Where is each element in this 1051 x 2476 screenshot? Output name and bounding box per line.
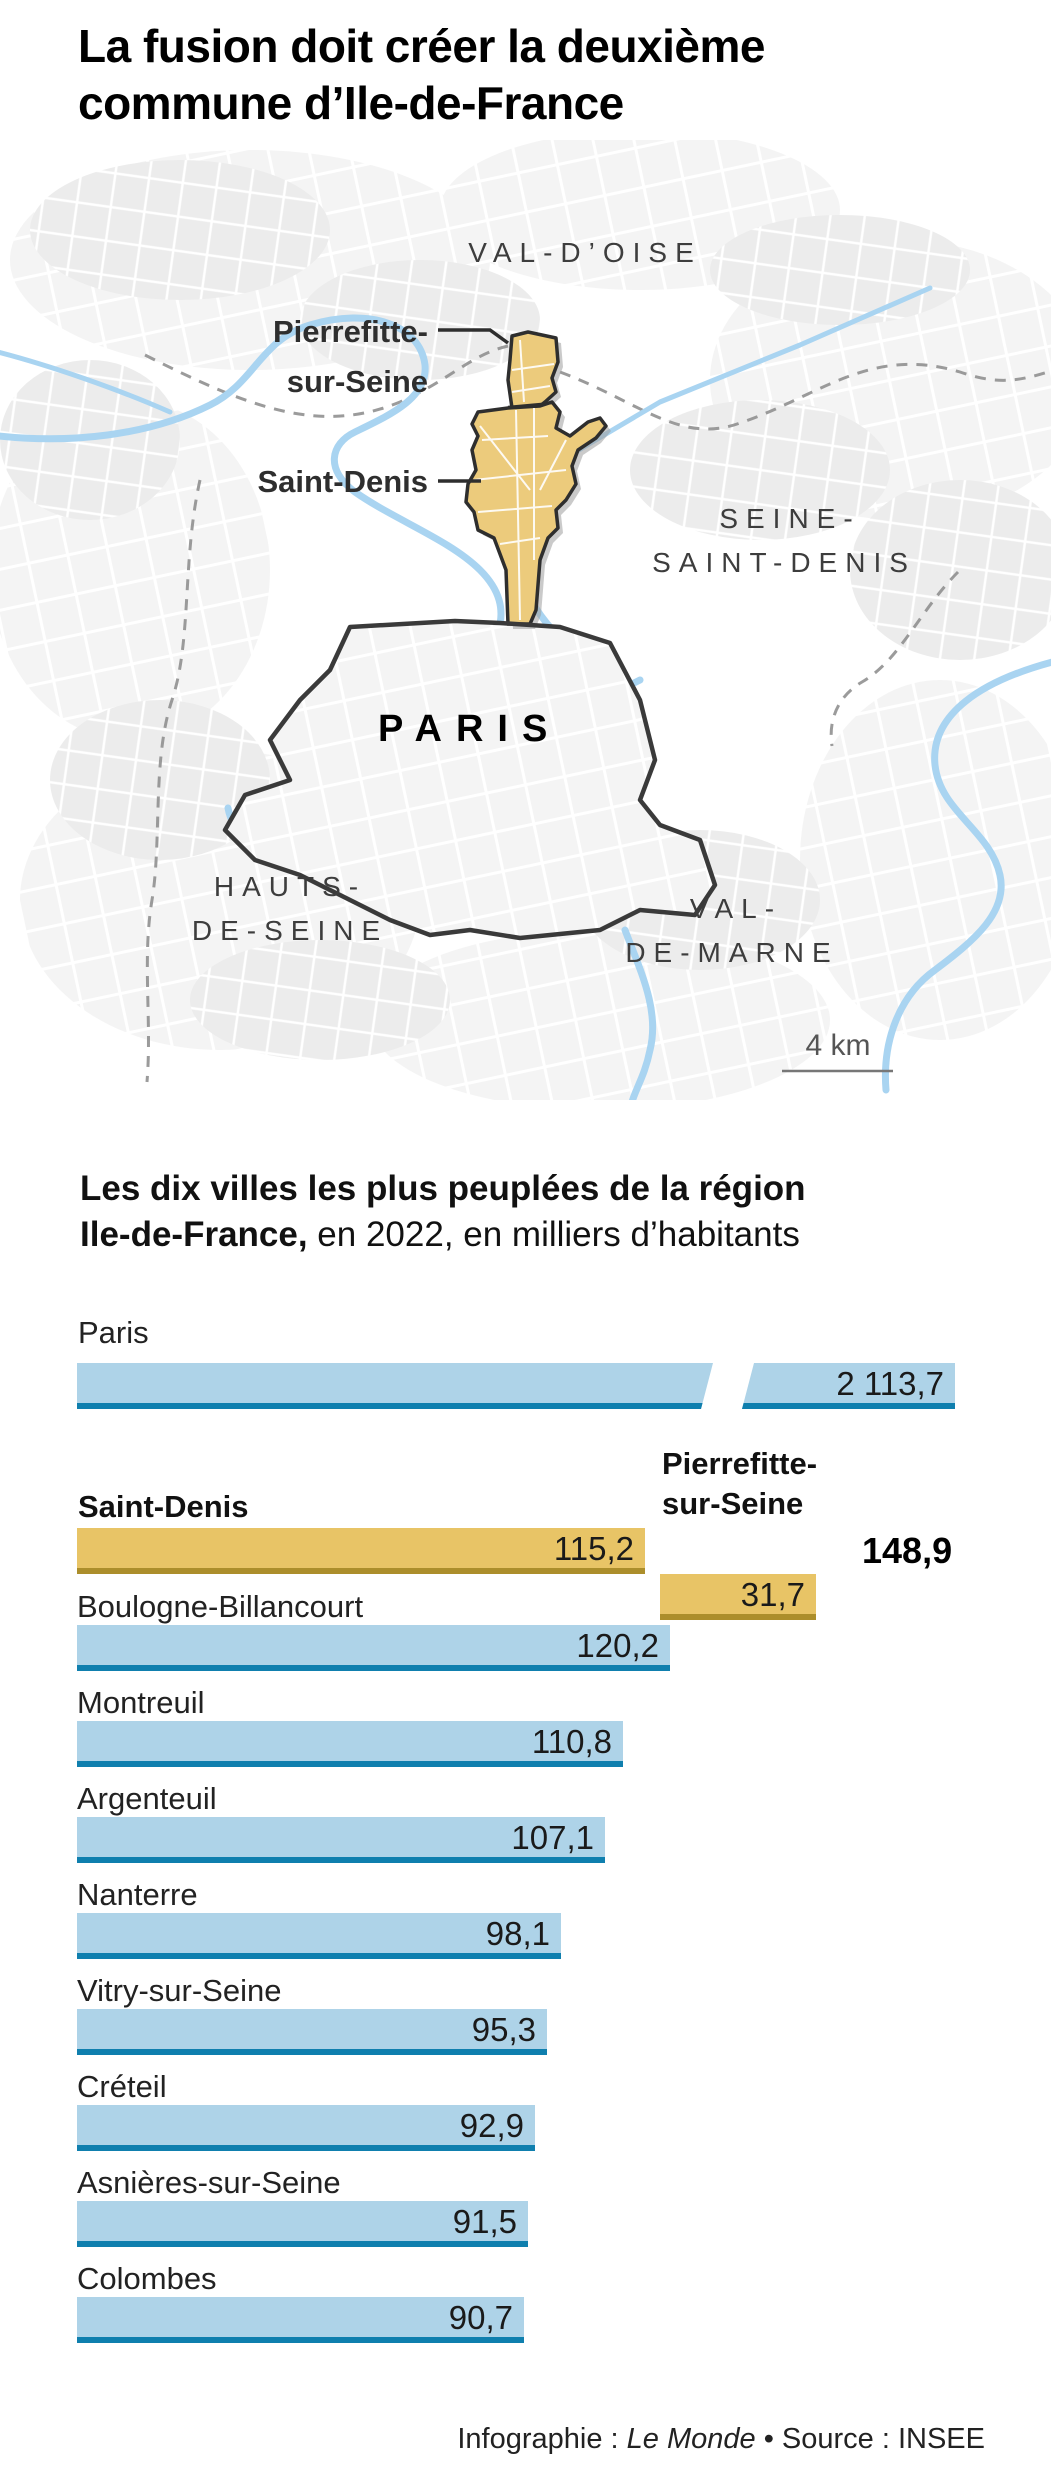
bar-saint-denis: 115,2 [77,1528,645,1574]
bar-row-value: 98,1 [485,1915,550,1952]
bar-row: Créteil 92,9 [77,2068,997,2151]
bar-row-value: 110,8 [531,1723,612,1760]
bar-row-value: 91,5 [452,2203,517,2240]
bar-row-bar: 95,3 [77,2009,547,2055]
paris-boundary [222,618,718,941]
label-seine-saint-denis-line2: SAINT-DENIS [652,547,916,578]
bar-paris-segment1 [77,1363,713,1409]
bar-value-pierrefitte: 31,7 [740,1576,805,1613]
bar-row: Nanterre 98,1 [77,1876,997,1959]
bar-paris: 2 113,7 [77,1363,955,1409]
bar-row-bar: 92,9 [77,2105,535,2151]
chart-title: Les dix villes les plus peuplées de la r… [80,1166,960,1258]
chart-title-bold-1: Les dix villes les plus peuplées de la r… [80,1169,806,1208]
label-saint-denis: Saint-Denis [257,464,428,499]
credits: Infographie : Le Monde • Source : INSEE [457,2423,985,2456]
page-title-line2: commune d’Ile-de-France [78,77,624,129]
bar-row: Boulogne-Billancourt 120,2 [77,1588,997,1671]
bar-row-label: Colombes [77,2261,217,2296]
bar-row-bar: 120,2 [77,1625,670,1671]
bar-row-label: Montreuil [77,1685,205,1720]
bar-row-value: 92,9 [459,2107,524,2144]
bar-value-paris: 2 113,7 [836,1365,944,1402]
combined-total-value: 148,9 [862,1530,953,1571]
bar-row-bar: 90,7 [77,2297,524,2343]
bar-row-value: 107,1 [511,1819,594,1856]
bar-value-saint-denis: 115,2 [553,1530,634,1567]
label-paris: PARIS [378,708,561,750]
credit-brand: Le Monde [626,2423,756,2455]
page-title-line1: La fusion doit créer la deuxième [78,20,765,72]
merged-communes-highlight [464,330,611,629]
bar-row-bar: 107,1 [77,1817,605,1863]
bar-row-bar: 110,8 [77,1721,623,1767]
label-hauts-de-seine-line2: DE-SEINE [192,915,388,946]
label-pierrefitte-line1: Pierrefitte- [273,314,428,349]
pierrefitte-leader-line [438,328,510,345]
bar-row-label: Nanterre [77,1877,198,1912]
bar-row-bar: 91,5 [77,2201,528,2247]
label-val-de-marne-line2: DE-MARNE [625,937,838,968]
bar-paris-segment2: 2 113,7 [742,1363,955,1409]
chart-title-regular: en 2022, en milliers d’habitants [307,1215,800,1254]
leader-lines [438,328,510,483]
chart-title-bold-2: Ile-de-France, [80,1215,308,1254]
bar-row-value: 120,2 [576,1627,659,1664]
bar-row-label: Asnières-sur-Seine [77,2165,341,2200]
bar-row: Argenteuil 107,1 [77,1780,997,1863]
label-pierrefitte-line2: sur-Seine [287,364,428,399]
urban-texture [0,140,1051,1100]
bar-rows: Boulogne-Billancourt 120,2 Montreuil 110,8 A… [77,1588,997,2356]
credit-prefix: Infographie : [457,2423,627,2455]
bar-row-label: Vitry-sur-Seine [77,1973,282,2008]
bar-label-pierrefitte: Pierrefitte- sur-Seine [662,1446,818,1521]
bar-row: Vitry-sur-Seine 95,3 [77,1972,997,2055]
ile-de-france-map: VAL-D’OISE SEINE- SAINT-DENIS HAUTS- DE-… [0,140,1051,1100]
map-scale: 4 km [782,1029,893,1073]
page-title: La fusion doit créer la deuxième commune… [78,18,1008,132]
label-val-doise: VAL-D’OISE [468,237,702,268]
bar-row-label: Créteil [77,2069,167,2104]
label-hauts-de-seine-line1: HAUTS- [214,871,366,902]
bar-pierrefitte: 31,7 [660,1574,816,1620]
label-val-de-marne-line1: VAL- [690,893,782,924]
bar-row-value: 90,7 [448,2299,513,2336]
bar-row-label: Argenteuil [77,1781,217,1816]
paris-area-fill [225,621,715,938]
bar-row: Colombes 90,7 [77,2260,997,2343]
bar-row-label: Boulogne-Billancourt [77,1589,364,1624]
label-seine-saint-denis-line1: SEINE- [719,503,860,534]
bar-row-value: 95,3 [471,2011,536,2048]
bar-label-paris: Paris [78,1315,149,1350]
department-boundaries [144,344,1051,1083]
bar-label-saint-denis: Saint-Denis [78,1489,249,1524]
bar-row: Montreuil 110,8 [77,1684,997,1767]
bar-row-bar: 98,1 [77,1913,561,1959]
credit-suffix: • Source : INSEE [755,2423,985,2455]
scale-label: 4 km [805,1029,870,1062]
saint-denis-polygon [464,400,608,626]
bar-row: Asnières-sur-Seine 91,5 [77,2164,997,2247]
